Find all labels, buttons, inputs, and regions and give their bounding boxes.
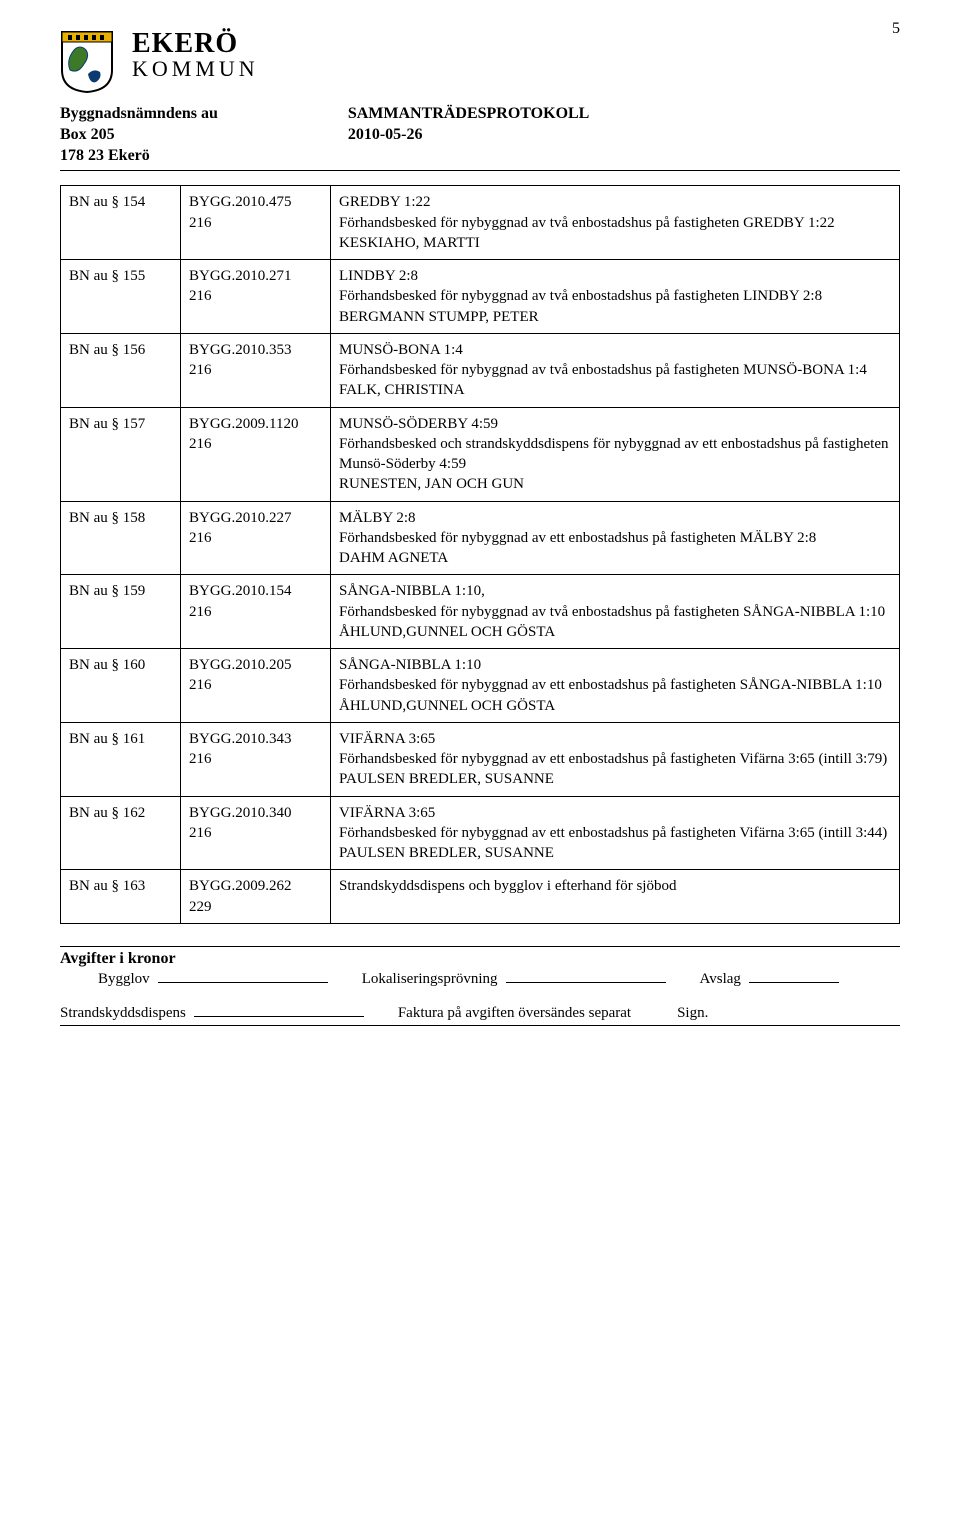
col-description: LINDBY 2:8Förhandsbesked för nybyggnad a… bbox=[331, 260, 900, 334]
col-paragraph: BN au § 158 bbox=[61, 501, 181, 575]
col-description: GREDBY 1:22Förhandsbesked för nybyggnad … bbox=[331, 186, 900, 260]
col-description: MUNSÖ-BONA 1:4Förhandsbesked för nybyggn… bbox=[331, 333, 900, 407]
fees-heading: Avgifter i kronor bbox=[60, 950, 900, 968]
table-row: BN au § 162BYGG.2010.340216VIFÄRNA 3:65F… bbox=[61, 796, 900, 870]
logo-line1: EKERÖ bbox=[132, 30, 259, 58]
col-paragraph: BN au § 155 bbox=[61, 260, 181, 334]
col-caseref: BYGG.2010.271216 bbox=[181, 260, 331, 334]
doc-type: SAMMANTRÄDESPROTOKOLL bbox=[348, 104, 590, 125]
footer-row-2: Strandskyddsdispens Faktura på avgiften … bbox=[60, 1002, 900, 1022]
col-paragraph: BN au § 154 bbox=[61, 186, 181, 260]
footer-row-1: Bygglov Lokaliseringsprövning Avslag bbox=[60, 968, 900, 988]
col-paragraph: BN au § 156 bbox=[61, 333, 181, 407]
table-row: BN au § 161BYGG.2010.343216VIFÄRNA 3:65F… bbox=[61, 722, 900, 796]
table-row: BN au § 156BYGG.2010.353216MUNSÖ-BONA 1:… bbox=[61, 333, 900, 407]
footer: Avgifter i kronor Bygglov Lokaliseringsp… bbox=[60, 946, 900, 1026]
col-paragraph: BN au § 162 bbox=[61, 796, 181, 870]
table-row: BN au § 154BYGG.2010.475216GREDBY 1:22Fö… bbox=[61, 186, 900, 260]
strands-label: Strandskyddsdispens bbox=[60, 1005, 186, 1022]
sign-label: Sign. bbox=[677, 1005, 708, 1022]
col-caseref: BYGG.2010.343216 bbox=[181, 722, 331, 796]
col-caseref: BYGG.2010.205216 bbox=[181, 649, 331, 723]
col-description: SÅNGA-NIBBLA 1:10Förhandsbesked för nyby… bbox=[331, 649, 900, 723]
col-description: VIFÄRNA 3:65Förhandsbesked för nybyggnad… bbox=[331, 796, 900, 870]
lokal-label: Lokaliseringsprövning bbox=[362, 971, 498, 988]
col-description: SÅNGA-NIBBLA 1:10,Förhandsbesked för nyb… bbox=[331, 575, 900, 649]
col-paragraph: BN au § 157 bbox=[61, 407, 181, 501]
col-description: VIFÄRNA 3:65Förhandsbesked för nybyggnad… bbox=[331, 722, 900, 796]
header-left: Byggnadsnämndens au Box 205 178 23 Ekerö bbox=[60, 104, 218, 166]
table-row: BN au § 160BYGG.2010.205216SÅNGA-NIBBLA … bbox=[61, 649, 900, 723]
records-table: BN au § 154BYGG.2010.475216GREDBY 1:22Fö… bbox=[60, 185, 900, 924]
doc-date: 2010-05-26 bbox=[348, 125, 590, 146]
strands-underline bbox=[194, 1002, 364, 1017]
municipal-shield-icon bbox=[60, 30, 114, 94]
table-row: BN au § 163BYGG.2009.262229Strandskyddsd… bbox=[61, 870, 900, 924]
header-divider bbox=[60, 170, 900, 171]
page-number: 5 bbox=[892, 20, 900, 38]
col-description: Strandskyddsdispens och bygglov i efterh… bbox=[331, 870, 900, 924]
footer-divider-bottom bbox=[60, 1025, 900, 1026]
header: EKERÖ KOMMUN bbox=[60, 30, 900, 94]
col-paragraph: BN au § 160 bbox=[61, 649, 181, 723]
postal-line: 178 23 Ekerö bbox=[60, 146, 218, 167]
col-description: MUNSÖ-SÖDERBY 4:59Förhandsbesked och str… bbox=[331, 407, 900, 501]
col-caseref: BYGG.2010.154216 bbox=[181, 575, 331, 649]
header-right: SAMMANTRÄDESPROTOKOLL 2010-05-26 bbox=[348, 104, 590, 166]
table-row: BN au § 157BYGG.2009.1120216MUNSÖ-SÖDERB… bbox=[61, 407, 900, 501]
col-paragraph: BN au § 159 bbox=[61, 575, 181, 649]
bygglov-label: Bygglov bbox=[98, 971, 150, 988]
header-meta: Byggnadsnämndens au Box 205 178 23 Ekerö… bbox=[60, 104, 900, 166]
table-row: BN au § 158BYGG.2010.227216MÄLBY 2:8Förh… bbox=[61, 501, 900, 575]
bygglov-underline bbox=[158, 968, 328, 983]
col-paragraph: BN au § 163 bbox=[61, 870, 181, 924]
org-name: Byggnadsnämndens au bbox=[60, 104, 218, 125]
col-paragraph: BN au § 161 bbox=[61, 722, 181, 796]
table-row: BN au § 159BYGG.2010.154216SÅNGA-NIBBLA … bbox=[61, 575, 900, 649]
col-caseref: BYGG.2009.1120216 bbox=[181, 407, 331, 501]
col-description: MÄLBY 2:8Förhandsbesked för nybyggnad av… bbox=[331, 501, 900, 575]
col-caseref: BYGG.2010.340216 bbox=[181, 796, 331, 870]
col-caseref: BYGG.2009.262229 bbox=[181, 870, 331, 924]
faktura-label: Faktura på avgiften översändes separat bbox=[398, 1005, 631, 1022]
col-caseref: BYGG.2010.353216 bbox=[181, 333, 331, 407]
logo-text: EKERÖ KOMMUN bbox=[132, 30, 259, 80]
box-line: Box 205 bbox=[60, 125, 218, 146]
col-caseref: BYGG.2010.475216 bbox=[181, 186, 331, 260]
avslag-underline bbox=[749, 968, 839, 983]
avslag-label: Avslag bbox=[700, 971, 741, 988]
table-row: BN au § 155BYGG.2010.271216LINDBY 2:8För… bbox=[61, 260, 900, 334]
col-caseref: BYGG.2010.227216 bbox=[181, 501, 331, 575]
footer-divider-top bbox=[60, 946, 900, 947]
lokal-underline bbox=[506, 968, 666, 983]
logo-line2: KOMMUN bbox=[132, 58, 259, 80]
